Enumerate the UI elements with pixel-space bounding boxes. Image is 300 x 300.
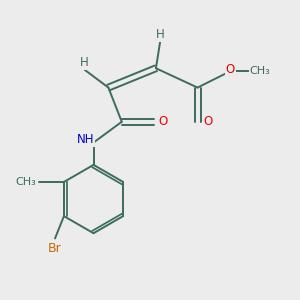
Text: NH: NH: [76, 133, 94, 146]
Text: H: H: [80, 56, 89, 69]
Text: O: O: [159, 115, 168, 128]
Text: Br: Br: [48, 242, 62, 255]
Text: O: O: [226, 63, 235, 76]
Text: CH₃: CH₃: [250, 66, 270, 76]
Text: H: H: [156, 28, 165, 40]
Text: CH₃: CH₃: [15, 177, 36, 187]
Text: O: O: [203, 115, 213, 128]
